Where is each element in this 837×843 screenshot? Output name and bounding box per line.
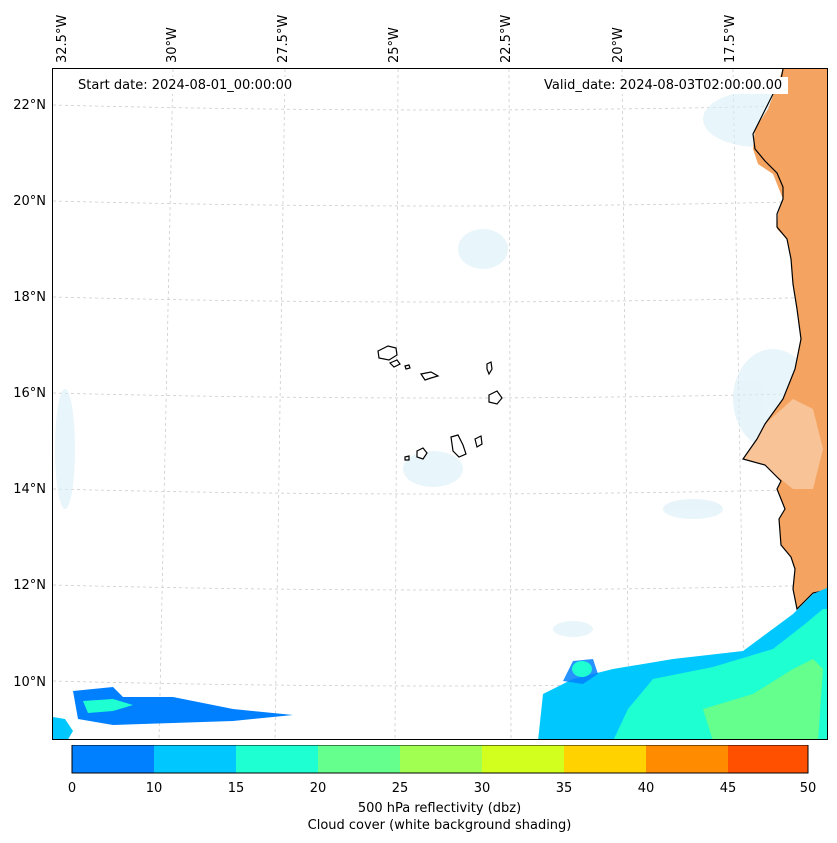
colorbar-segment-7 [646, 745, 728, 773]
reflectivity-west-inner [83, 699, 133, 713]
reflectivity-20-25 [703, 659, 823, 739]
lat-label-14n: 14°N [13, 482, 46, 497]
grid-lon-30w [158, 69, 174, 739]
colorbar [71, 745, 809, 774]
start-date-label: Start date: 2024-08-01_00:00:00 [72, 77, 299, 94]
colorbar-tick-30: 30 [473, 781, 491, 796]
grid-lat-16n [53, 392, 827, 399]
grid-lat-18n [53, 296, 827, 303]
island-boa-vista [488, 390, 503, 405]
colorbar-tick-50: 50 [799, 781, 817, 796]
colorbar-segment-8 [728, 745, 808, 773]
grid-lon-27-5w [274, 69, 286, 739]
grid-lat-10n [53, 680, 827, 687]
lon-label-20w: 20°W [611, 27, 626, 63]
lat-label-22n: 22°N [13, 98, 46, 113]
colorbar-segment-2 [236, 745, 318, 773]
island-sao-vicente [388, 359, 401, 368]
island-sao-nicolau [420, 371, 440, 381]
island-maio [474, 435, 483, 448]
colorbar-label-cloud-cover: Cloud cover (white background shading) [307, 818, 572, 833]
reflectivity-field [53, 587, 827, 739]
colorbar-tick-0: 0 [67, 781, 77, 796]
colorbar-segment-4 [400, 745, 482, 773]
island-santa-luzia [404, 364, 411, 370]
colorbar-segment-3 [318, 745, 400, 773]
island-sal [486, 361, 493, 376]
grid-lon-20w [621, 69, 630, 739]
colorbar-tick-10: 10 [145, 781, 163, 796]
lon-label-22-5w: 22.5°W [499, 14, 514, 63]
colorbar-segment-5 [482, 745, 564, 773]
reflectivity-southwest-corner [53, 717, 73, 739]
island-brava [404, 455, 410, 461]
colorbar-tick-25: 25 [391, 781, 409, 796]
grid-lat-12n [53, 584, 827, 591]
land-fade [743, 399, 823, 489]
colorbar-segment-1 [154, 745, 236, 773]
lat-label-16n: 16°N [13, 386, 46, 401]
colorbar-tick-35: 35 [555, 781, 573, 796]
grid-lat-14n [53, 488, 827, 495]
lon-label-25w: 25°W [387, 27, 402, 63]
grid-lon-22-5w [508, 69, 512, 739]
colorbar-label-reflectivity: 500 hPa reflectivity (dbz) [357, 801, 522, 816]
map-svg [53, 69, 827, 739]
cloud-patch [663, 499, 723, 519]
grid-lat-22n [53, 104, 827, 111]
lat-label-20n: 20°N [13, 194, 46, 209]
africa-land [743, 69, 827, 609]
lon-label-27-5w: 27.5°W [276, 14, 291, 63]
lon-label-32-5w: 32.5°W [55, 14, 70, 63]
graticule [53, 69, 827, 739]
lon-label-17-5w: 17.5°W [723, 14, 738, 63]
colorbar-segment-0 [72, 745, 154, 773]
cloud-patch [403, 451, 463, 487]
island-santo-antao [377, 345, 398, 361]
africa-coastline [742, 69, 827, 611]
colorbar-tick-40: 40 [637, 781, 655, 796]
map-frame[interactable] [52, 68, 828, 740]
colorbar-tick-15: 15 [227, 781, 245, 796]
island-fogo [416, 447, 428, 460]
cloud-patch [55, 389, 75, 509]
grid-lat-20n [53, 200, 827, 207]
lat-label-12n: 12°N [13, 578, 46, 593]
cloud-cover-shading [55, 91, 813, 637]
reflectivity-west-band [73, 687, 293, 725]
cape-verde-islands [377, 345, 503, 461]
lat-label-10n: 10°N [13, 675, 46, 690]
colorbar-border [71, 745, 809, 774]
grid-lon-25w [394, 69, 399, 739]
lat-label-18n: 18°N [13, 290, 46, 305]
reflectivity-small-cell [572, 661, 592, 677]
colorbar-segment-6 [564, 745, 646, 773]
cloud-patch [553, 621, 593, 637]
cloud-patch [458, 229, 508, 269]
colorbar-tick-20: 20 [309, 781, 327, 796]
valid-date-label: Valid_date: 2024-08-03T02:00:00.00 [538, 77, 789, 94]
lon-label-30w: 30°W [165, 27, 180, 63]
island-santiago [450, 434, 467, 458]
colorbar-tick-45: 45 [719, 781, 737, 796]
